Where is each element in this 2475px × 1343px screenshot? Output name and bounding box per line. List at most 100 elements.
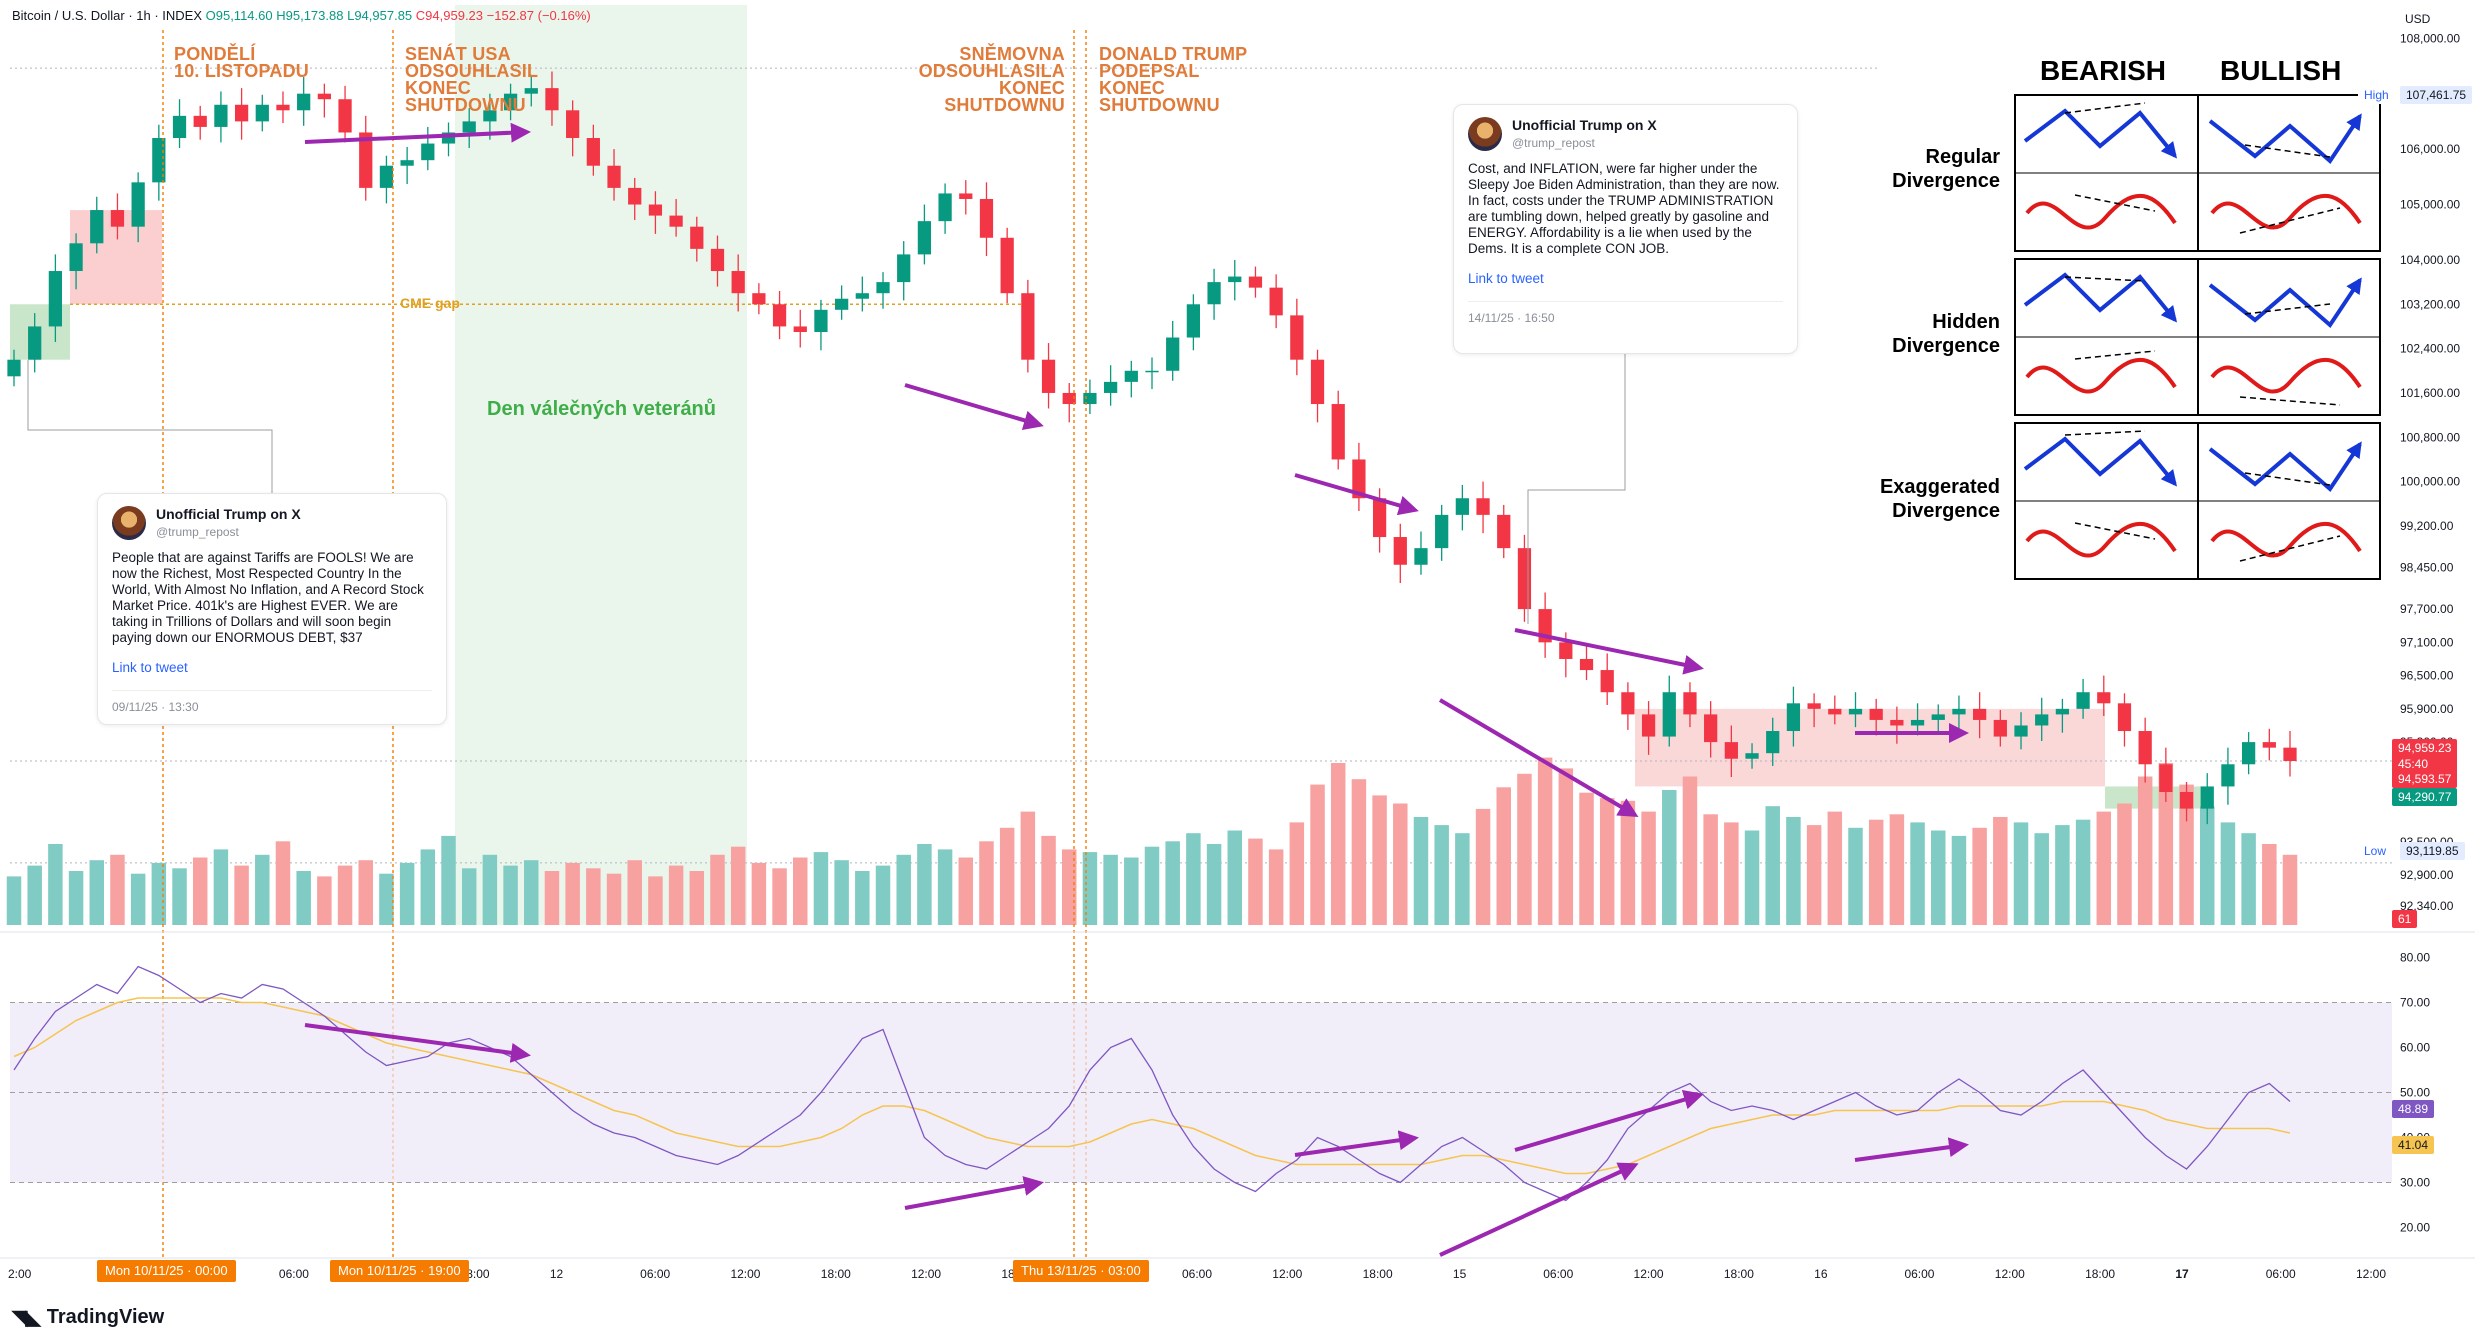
oscillator-trend-dashed — [2239, 396, 2341, 406]
tradingview-logo[interactable]: ◥◣ TradingView — [12, 1305, 164, 1330]
time-tick-label: 12:00 — [1272, 1267, 1302, 1281]
symbol-name[interactable]: Bitcoin / U.S. Dollar · 1h · INDEX — [12, 8, 202, 23]
price-tick-label: 96,500.00 — [2400, 669, 2454, 683]
divergence-arrow — [1294, 1130, 1419, 1157]
candle-body — [897, 254, 911, 283]
candle-body — [1248, 276, 1263, 288]
candle-body — [1786, 703, 1801, 732]
volume-bar — [68, 871, 84, 925]
bearish-oscillator-wave — [2025, 193, 2177, 230]
volume-bar — [1744, 830, 1760, 925]
candle-body — [1848, 708, 1863, 715]
regular-divergence-label: Regular Divergence — [1880, 145, 2000, 193]
volume-bar — [27, 865, 42, 925]
volume-bar — [648, 876, 663, 925]
candle-body — [731, 271, 745, 294]
divergence-arrow — [1854, 1137, 1969, 1162]
candle-body — [338, 99, 352, 133]
candle-body — [69, 243, 83, 272]
candle-body — [503, 93, 518, 111]
volume-bar — [1413, 817, 1429, 925]
annotation-trump-signed: DONALD TRUMP PODEPSAL KONEC SHUTDOWNU — [1099, 45, 1247, 114]
volume-bar — [130, 873, 146, 925]
volume-bar — [1268, 849, 1284, 925]
ohlc-high: H95,173.88 — [276, 8, 344, 23]
candle-body — [1372, 498, 1387, 538]
divergence-cheatsheet: BEARISH BULLISH Regular Divergence Hidde… — [1880, 55, 2380, 575]
oscillator-trend-dashed — [2074, 522, 2156, 540]
time-tick-label: 17 — [2175, 1267, 2189, 1281]
volume-bar — [379, 873, 394, 925]
candle-body — [1269, 287, 1283, 316]
volume-bar — [1765, 806, 1780, 925]
candle-body — [607, 165, 621, 188]
candle-body — [400, 160, 414, 166]
volume-bar — [1972, 827, 1987, 925]
currency-label[interactable]: USD — [2405, 12, 2431, 26]
high-price-value: 107,461.75 — [2400, 86, 2473, 104]
candle-body — [1435, 514, 1449, 549]
time-tick-label: 12:00 — [1634, 1267, 1664, 1281]
volume-bar — [834, 860, 849, 925]
time-tick-label: 16 — [1814, 1267, 1828, 1281]
volume-bar — [1724, 822, 1739, 925]
veterans-day-zone — [455, 5, 747, 925]
bearish-price-zigzag — [2023, 108, 2178, 159]
candle-body — [1083, 392, 1097, 405]
bearish-oscillator-wave — [2025, 357, 2177, 394]
tradingview-icon: ◥◣ — [12, 1307, 41, 1329]
tweet-link[interactable]: Link to tweet — [1468, 271, 1544, 286]
volume-bar — [1248, 838, 1263, 925]
volume-bar — [399, 862, 415, 925]
volume-bar — [503, 865, 518, 925]
time-tick-label: 12:00 — [1995, 1267, 2025, 1281]
volume-bar — [1599, 798, 1615, 925]
bullish-oscillator-wave — [2210, 357, 2362, 394]
volume-bar — [1806, 825, 1822, 925]
time-tick-label: 18:00 — [1363, 1267, 1393, 1281]
candle-body — [2076, 692, 2090, 709]
price-tick-label: 106,000.00 — [2400, 142, 2460, 156]
time-highlight-1: Mon 10/11/25 · 00:00 — [97, 1260, 236, 1282]
candle-body — [979, 198, 994, 238]
candle-body — [524, 88, 538, 94]
volume-bar — [606, 873, 622, 925]
volume-bar — [1993, 817, 2008, 925]
candle-body — [1973, 708, 1987, 720]
divergence-arrow — [1439, 1162, 1639, 1257]
volume-bar — [896, 854, 911, 925]
candle-body — [1476, 498, 1490, 515]
price-tick-label: 95,900.00 — [2400, 702, 2454, 716]
volume-bar — [255, 854, 270, 925]
volume-bar — [1330, 763, 1346, 925]
candle-body — [1931, 714, 1945, 720]
candle-body — [1000, 237, 1014, 294]
tweet-card[interactable]: Unofficial Trump on X @trump_repost Cost… — [1453, 104, 1798, 354]
candle-body — [855, 293, 869, 299]
volume-bar — [1662, 790, 1677, 925]
divergence-arrow — [1438, 698, 1639, 818]
candle-body — [2200, 786, 2214, 809]
candle-body — [152, 138, 166, 183]
current-price-label: 94,959.23 45:40 — [2392, 739, 2458, 774]
ohlc-low: L94,957.85 — [347, 8, 413, 23]
volume-bar — [6, 876, 22, 925]
volume-bar — [1641, 811, 1656, 925]
candle-body — [566, 110, 580, 139]
tweet-card[interactable]: Unofficial Trump on X @trump_repost Peop… — [97, 493, 447, 725]
candle-body — [214, 104, 228, 127]
tweet-connector — [27, 360, 273, 493]
volume-bar — [1931, 830, 1946, 925]
volume-bar — [751, 862, 767, 925]
volume-bar — [1910, 822, 1925, 925]
volume-bar — [1848, 827, 1863, 925]
rsi-tick-label: 30.00 — [2400, 1176, 2430, 1190]
volume-bar — [875, 865, 891, 925]
volume-bar — [544, 871, 560, 925]
candle-body — [1993, 719, 2007, 737]
tweet-link[interactable]: Link to tweet — [112, 660, 188, 675]
time-tick-label: 06:00 — [1182, 1267, 1212, 1281]
tweet-author: Unofficial Trump on X — [1512, 117, 1657, 133]
candle-body — [1641, 714, 1656, 737]
